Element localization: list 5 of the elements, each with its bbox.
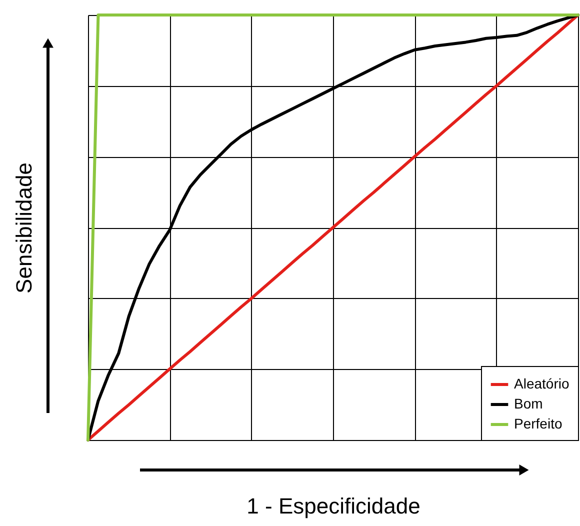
legend-label: Aleatório — [514, 376, 570, 392]
legend-label: Perfeito — [514, 416, 562, 432]
y-axis-title: Sensibilidade — [12, 162, 36, 294]
x-axis-title: 1 - Especificidade — [246, 494, 420, 518]
legend-label: Bom — [514, 396, 543, 412]
